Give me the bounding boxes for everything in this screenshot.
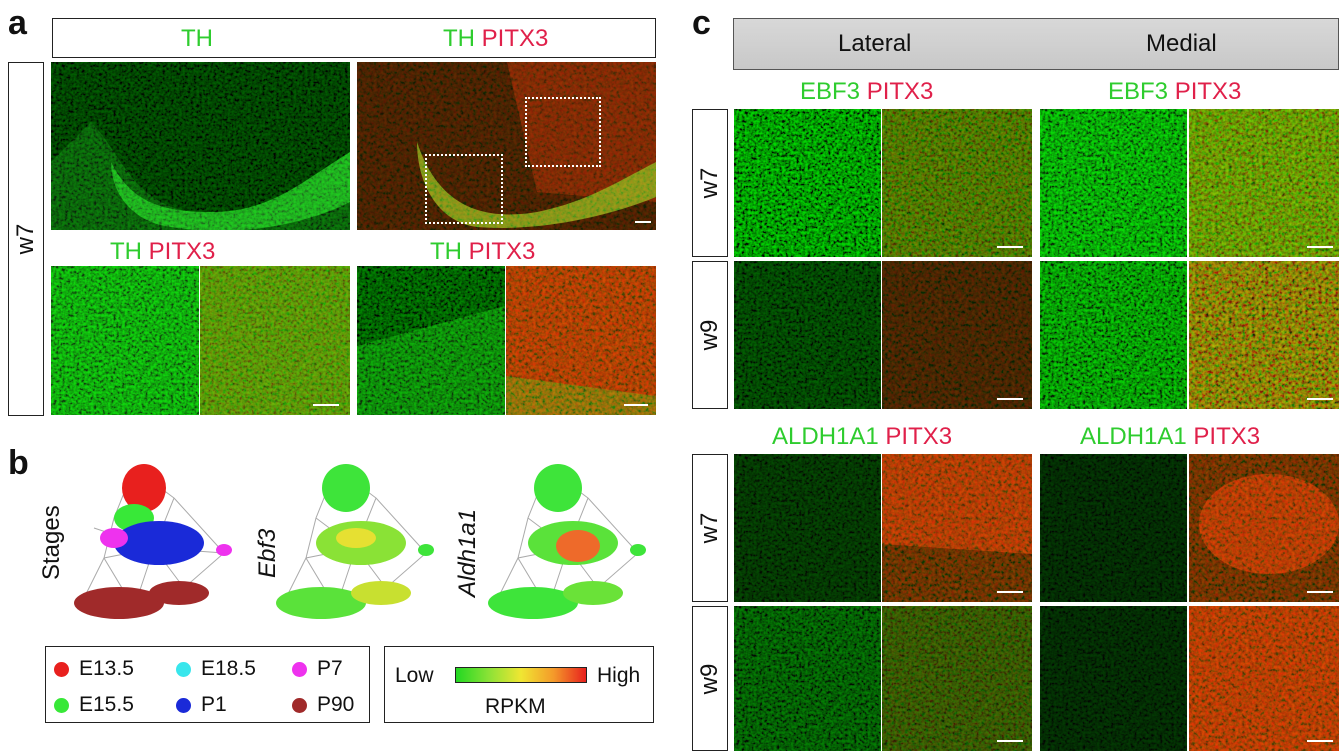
row-label: w9 [696, 663, 723, 694]
panel-b-letter: b [8, 444, 29, 482]
image-th-pitx3-overview [357, 62, 656, 230]
row-label: w7 [696, 512, 723, 544]
image-ebf3-lateral-w9-merge [882, 261, 1032, 409]
scale-bar [997, 246, 1023, 248]
image-aldh1a1-medial-w7-green [1040, 454, 1187, 602]
network-graph-aldh1a1 [478, 458, 653, 628]
scale-high-label: High [597, 664, 641, 687]
row-label: w7 [696, 167, 723, 199]
label-aldh1a1-pitx3-medial: ALDH1A1 PITX3 [1080, 423, 1261, 450]
scale-bar [1307, 398, 1333, 400]
scale-bar [1307, 740, 1333, 742]
panel-a-letter: a [8, 4, 27, 42]
header-th-label: TH [181, 25, 213, 52]
sub-left-label: TH PITX3 [110, 238, 216, 265]
image-ebf3-lateral-w7-green [734, 109, 881, 257]
scale-bar [997, 398, 1023, 400]
scale-bar [624, 404, 648, 406]
image-ebf3-medial-w7-merge [1189, 109, 1339, 257]
label-ebf3-pitx3-lateral: EBF3 PITX3 [800, 78, 934, 105]
legend-dot [292, 661, 307, 677]
inset-box-medial [525, 97, 601, 167]
image-ebf3-lateral-w7-merge [882, 109, 1032, 257]
legend-item-p1: P1 [176, 693, 227, 717]
header-medial: Medial [1146, 30, 1217, 57]
image-aldh1a1-medial-w9-green [1040, 606, 1187, 751]
legend-dot [54, 697, 69, 713]
legend-item-e18-5: E18.5 [176, 657, 256, 681]
row-label-box: w9 [692, 261, 728, 409]
image-th-overview [51, 62, 350, 230]
scale-bar [997, 740, 1023, 742]
inset-box-lateral [425, 154, 503, 224]
legend-dot [176, 697, 191, 713]
label-aldh1a1-pitx3-lateral: ALDH1A1 PITX3 [772, 423, 953, 450]
label-ebf3-pitx3-medial: EBF3 PITX3 [1108, 78, 1242, 105]
legend-dot [176, 661, 191, 677]
legend-dot [54, 661, 69, 677]
panel-c-header: Lateral Medial [733, 18, 1339, 70]
panel-a-header: TH TH PITX3 [52, 18, 656, 58]
row-label-box: w9 [692, 606, 728, 751]
image-aldh1a1-lateral-w9-merge [882, 606, 1032, 751]
scale-unit-label: RPKM [485, 695, 546, 718]
image-aldh1a1-lateral-w7-green [734, 454, 881, 602]
scale-bar [997, 591, 1023, 593]
header-lateral: Lateral [838, 30, 912, 57]
image-th-lateral-green [51, 266, 199, 415]
image-th-lateral-merge [200, 266, 350, 415]
stage-legend: E13.5 E18.5 P7 E15.5 P1 P90 [45, 646, 370, 723]
graph-label-aldh1a1: Aldh1a1 [454, 508, 481, 597]
scale-bar [1307, 246, 1333, 248]
image-ebf3-medial-w9-green [1040, 261, 1187, 409]
image-aldh1a1-lateral-w9-green [734, 606, 881, 751]
legend-item-e15-5: E15.5 [54, 693, 134, 717]
image-aldh1a1-lateral-w7-merge [882, 454, 1032, 602]
image-aldh1a1-medial-w7-merge [1189, 454, 1339, 602]
image-th-medial-green [357, 266, 505, 415]
image-ebf3-lateral-w9-green [734, 261, 881, 409]
panel-a-row-label-box: w7 [8, 62, 44, 416]
row-label: w9 [696, 319, 723, 351]
legend-item-p90: P90 [292, 693, 354, 717]
row-label-box: w7 [692, 109, 728, 257]
scale-bar [635, 221, 651, 223]
panel-c-letter: c [692, 4, 711, 42]
color-scale-bar [455, 667, 587, 683]
network-graph-stages [64, 458, 239, 628]
row-label-box: w7 [692, 454, 728, 602]
legend-item-e13-5: E13.5 [54, 657, 134, 681]
image-ebf3-medial-w9-merge [1189, 261, 1339, 409]
image-ebf3-medial-w7-green [1040, 109, 1187, 257]
legend-item-p7: P7 [292, 657, 343, 681]
scale-low-label: Low [395, 664, 434, 687]
legend-dot [292, 697, 307, 713]
network-graph-ebf3 [266, 458, 441, 628]
rpkm-scale-legend: Low High RPKM [384, 646, 654, 723]
sub-right-label: TH PITX3 [430, 238, 536, 265]
image-aldh1a1-medial-w9-merge [1189, 606, 1339, 751]
graph-label-stages: Stages [38, 505, 65, 580]
header-th-pitx3-label: TH PITX3 [443, 25, 549, 52]
scale-bar [313, 404, 339, 406]
scale-bar [1307, 591, 1333, 593]
image-th-medial-merge [506, 266, 656, 415]
panel-a-row-label: w7 [12, 223, 39, 255]
